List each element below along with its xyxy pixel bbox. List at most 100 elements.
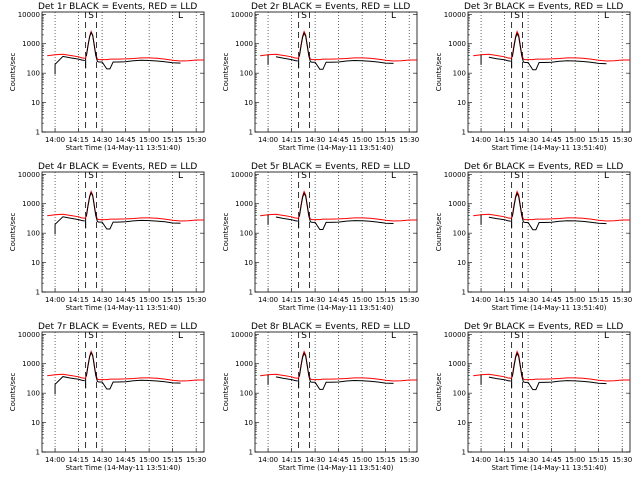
y-tick-label: 100 [27,70,40,78]
series-events-line [85,31,181,70]
x-tick-label: 14:30 [305,296,325,304]
plot-frame [41,331,205,453]
panel-title: Det 8r BLACK = Events, RED = LLD [251,322,410,332]
y-tick-label: 1000 [22,40,40,48]
plot-frame [467,171,631,293]
x-tick-label: 14:00 [45,136,65,144]
marker-label-S: S [514,171,520,181]
x-tick-label: 15:15 [376,296,396,304]
x-tick-label: 15:00 [352,296,372,304]
x-tick-label: 14:15 [494,456,514,464]
x-tick-label: 14:45 [116,296,136,304]
y-tick-label: 10000 [444,11,466,19]
marker-label-S: S [301,11,307,21]
marker-label-S: S [88,331,94,341]
y-tick-label: 1000 [448,360,466,368]
series-lld-line [47,30,204,62]
x-tick-label: 14:30 [305,456,325,464]
panel-title: Det 9r BLACK = Events, RED = LLD [464,322,623,332]
x-axis-label: Start Time (14-May-11 13:51:40) [65,304,180,312]
series-events-line [298,191,394,230]
series-lld-line [473,350,630,382]
x-tick-label: 14:15 [68,456,88,464]
series-events-line [511,32,607,71]
x-tick-label: 14:15 [494,136,514,144]
x-tick-label: 14:45 [542,296,562,304]
series-events-line [488,376,511,382]
y-tick-label: 1 [36,129,40,137]
y-tick-label: 1000 [235,360,253,368]
panel-title: Det 4r BLACK = Events, RED = LLD [38,162,197,172]
marker-label-L: L [391,171,396,181]
y-tick-label: 10 [457,259,466,267]
series-lld-line [47,350,204,382]
y-axis-label: Counts/sec [222,373,230,412]
y-axis-label: Counts/sec [9,53,17,92]
x-tick-label: 15:00 [352,136,372,144]
x-tick-label: 15:15 [589,296,609,304]
marker-label-L: L [391,331,396,341]
y-tick-label: 10000 [18,331,40,339]
marker-label-L: L [604,11,609,21]
y-tick-label: 1 [249,449,253,457]
panel-title: Det 2r BLACK = Events, RED = LLD [251,2,410,12]
panel-title: Det 3r BLACK = Events, RED = LLD [464,2,623,12]
x-tick-label: 14:15 [68,296,88,304]
marker-label-S: S [88,11,94,21]
x-tick-label: 14:30 [92,296,112,304]
y-tick-label: 10 [31,259,40,267]
series-lld-line [473,30,630,62]
series-events-line [488,216,511,222]
series-events-line [511,352,607,391]
y-axis-label: Counts/sec [435,213,443,252]
x-tick-label: 14:00 [258,456,278,464]
y-tick-label: 10 [31,99,40,107]
x-tick-label: 15:00 [565,296,585,304]
x-tick-label: 15:30 [612,296,632,304]
series-events-line [54,55,85,65]
y-axis-label: Counts/sec [435,373,443,412]
marker-label-S: S [514,331,520,341]
series-events-line [85,191,181,230]
series-events-line [275,376,298,382]
x-tick-label: 14:00 [45,456,65,464]
x-tick-label: 14:45 [329,296,349,304]
x-tick-label: 14:30 [518,296,538,304]
x-tick-label: 15:15 [589,456,609,464]
y-tick-label: 1000 [448,200,466,208]
y-tick-label: 1 [249,289,253,297]
y-axis-label: Counts/sec [9,373,17,412]
x-tick-label: 14:30 [92,136,112,144]
x-tick-label: 14:00 [471,136,491,144]
x-axis-label: Start Time (14-May-11 13:51:40) [278,464,393,472]
y-tick-label: 10 [457,99,466,107]
y-tick-label: 1 [36,449,40,457]
series-events-line [275,216,298,222]
x-tick-label: 14:45 [542,456,562,464]
x-tick-label: 14:00 [471,296,491,304]
y-tick-label: 100 [240,70,253,78]
y-tick-label: 1000 [22,200,40,208]
plot-frame [467,331,631,453]
x-tick-label: 14:00 [258,296,278,304]
x-tick-label: 14:45 [542,136,562,144]
y-axis-label: Counts/sec [435,53,443,92]
x-tick-label: 14:15 [281,296,301,304]
y-tick-label: 10000 [18,11,40,19]
y-tick-label: 10000 [18,171,40,179]
x-tick-label: 14:30 [92,456,112,464]
series-events-line [275,56,298,62]
series-lld-line [473,190,630,222]
x-tick-label: 15:00 [139,136,159,144]
x-tick-label: 15:30 [399,456,419,464]
x-tick-label: 15:00 [565,456,585,464]
y-tick-label: 10000 [231,331,253,339]
series-lld-line [260,350,417,382]
marker-label-S: S [301,171,307,181]
marker-label-L: L [178,171,183,181]
marker-label-S: S [301,331,307,341]
marker-label-L: L [178,331,183,341]
